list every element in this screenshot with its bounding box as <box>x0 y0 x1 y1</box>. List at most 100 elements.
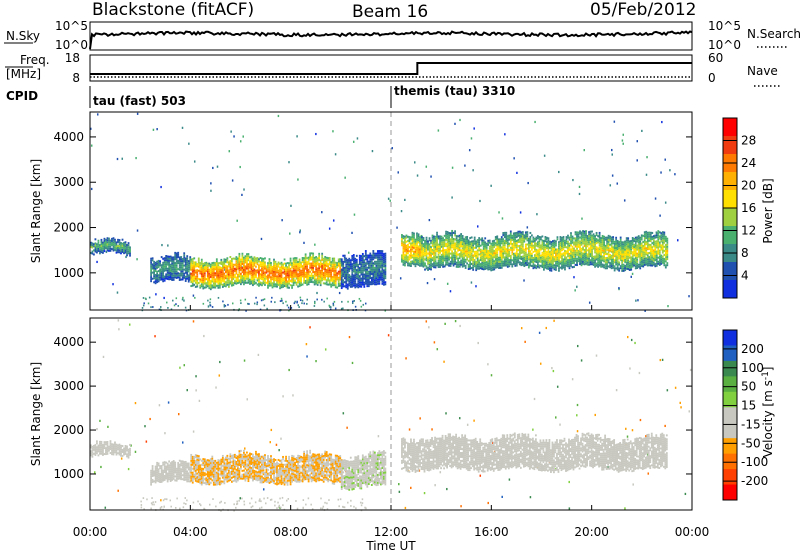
data-cell <box>518 246 521 250</box>
data-cell <box>609 237 612 240</box>
data-cell <box>658 249 661 252</box>
data-cell <box>270 266 272 269</box>
data-cell <box>598 254 601 257</box>
data-cell <box>458 244 461 247</box>
data-cell <box>384 264 387 267</box>
data-cell <box>625 241 628 244</box>
data-cell <box>494 248 497 251</box>
data-cell <box>482 258 485 261</box>
data-cell <box>536 263 539 266</box>
data-cell <box>616 248 619 251</box>
data-cell <box>346 277 349 280</box>
data-cell <box>375 262 378 265</box>
data-cell <box>574 243 577 246</box>
data-cell <box>168 270 171 273</box>
data-cell <box>363 275 366 278</box>
data-cell <box>666 262 669 265</box>
data-cell <box>576 245 578 248</box>
data-cell <box>283 282 286 285</box>
data-cell <box>239 264 242 267</box>
data-cell <box>270 282 272 285</box>
data-cell <box>521 255 524 258</box>
data-cell <box>172 262 175 265</box>
data-cell <box>457 249 460 252</box>
data-cell <box>463 248 466 251</box>
data-cell <box>91 242 94 245</box>
data-cell <box>250 259 253 262</box>
data-cell <box>511 253 514 256</box>
data-cell <box>166 275 169 278</box>
data-cell <box>424 262 426 265</box>
data-cell <box>196 279 199 282</box>
data-cell <box>586 257 589 260</box>
data-cell <box>549 259 551 262</box>
data-cell <box>171 258 174 261</box>
data-cell <box>255 261 257 264</box>
data-cell <box>307 268 310 271</box>
data-cell <box>288 270 290 273</box>
data-cell <box>169 265 172 268</box>
data-cell <box>625 243 628 246</box>
data-cell <box>651 238 654 241</box>
data-cell <box>666 251 669 254</box>
data-cell <box>571 245 574 248</box>
data-cell <box>455 241 458 244</box>
data-cell <box>416 248 418 251</box>
data-cell <box>434 245 437 249</box>
data-cell <box>181 264 184 267</box>
data-cell <box>205 278 208 281</box>
data-cell <box>316 271 319 274</box>
data-cell <box>410 260 412 263</box>
data-cell <box>334 271 337 274</box>
data-cell <box>555 268 557 271</box>
data-cell <box>663 233 666 236</box>
data-cell <box>666 239 669 242</box>
data-cell <box>181 270 184 273</box>
data-cell <box>454 250 457 253</box>
data-cell <box>508 236 511 239</box>
data-cell <box>255 257 257 260</box>
data-cell <box>517 257 520 260</box>
data-cell <box>586 259 589 262</box>
nsky-tick-high: 10^5 <box>55 19 88 33</box>
data-cell <box>294 273 296 276</box>
data-cell <box>657 232 660 235</box>
data-cell <box>658 257 661 260</box>
data-cell <box>651 250 654 253</box>
data-cell <box>565 262 568 265</box>
data-cell <box>514 244 517 247</box>
data-cell <box>564 245 566 248</box>
data-cell <box>505 240 508 243</box>
data-cell <box>508 259 511 262</box>
data-cell <box>579 256 581 259</box>
data-cell <box>484 259 487 262</box>
data-cell <box>535 236 538 239</box>
data-cell <box>500 236 503 239</box>
data-cell <box>333 267 336 270</box>
data-cell <box>351 269 354 272</box>
data-cell <box>120 252 122 255</box>
data-cell <box>367 270 370 273</box>
data-cell <box>449 260 452 263</box>
data-cell <box>367 274 370 277</box>
data-cell <box>643 247 646 250</box>
data-cell <box>340 276 343 279</box>
data-cell <box>609 239 612 242</box>
data-cell <box>645 232 648 235</box>
data-cell <box>217 262 220 265</box>
data-cell <box>594 235 596 238</box>
data-cell <box>524 235 527 238</box>
data-cell <box>265 281 268 284</box>
scatter-point <box>659 214 661 217</box>
data-cell <box>457 241 460 244</box>
data-cell <box>233 267 236 270</box>
data-cell <box>106 241 109 244</box>
data-cell <box>609 262 612 265</box>
data-cell <box>410 236 412 239</box>
data-cell <box>499 254 502 257</box>
data-cell <box>262 259 265 262</box>
data-cell <box>433 257 435 261</box>
data-cell <box>373 273 376 276</box>
data-cell <box>494 242 497 245</box>
data-cell <box>372 264 375 267</box>
